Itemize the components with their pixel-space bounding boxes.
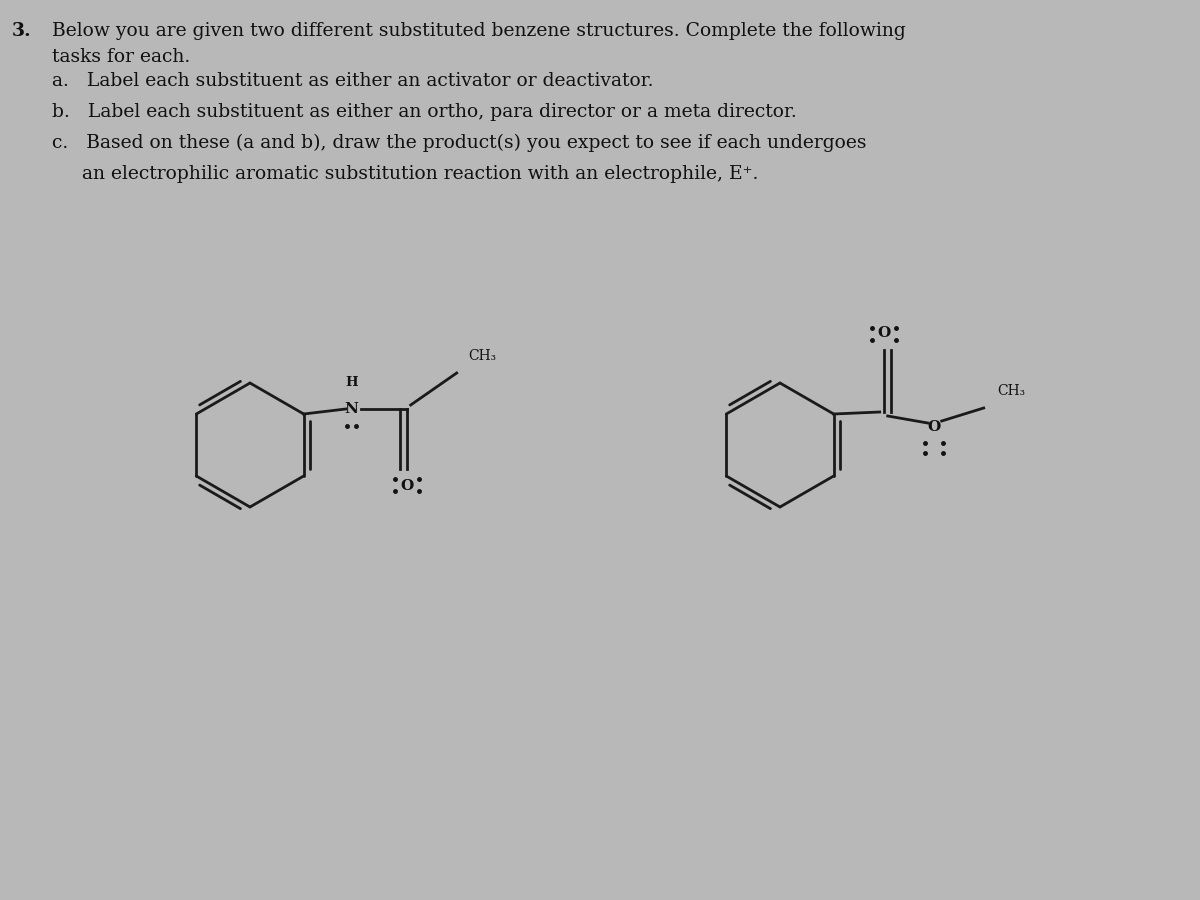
- Text: O: O: [400, 479, 413, 493]
- Text: an electrophilic aromatic substitution reaction with an electrophile, E⁺.: an electrophilic aromatic substitution r…: [52, 165, 758, 183]
- Text: b.   Label each substituent as either an ortho, para director or a meta director: b. Label each substituent as either an o…: [52, 103, 797, 121]
- Text: 3.: 3.: [12, 22, 31, 40]
- Text: Below you are given two different substituted benzene structures. Complete the f: Below you are given two different substi…: [52, 22, 906, 67]
- Text: O: O: [877, 326, 890, 340]
- Text: O: O: [928, 420, 941, 434]
- Text: CH₃: CH₃: [469, 349, 497, 363]
- Text: c.   Based on these (a and b), draw the product(s) you expect to see if each und: c. Based on these (a and b), draw the pr…: [52, 134, 866, 152]
- Text: H: H: [346, 376, 358, 389]
- Text: N: N: [344, 402, 359, 416]
- Text: CH₃: CH₃: [997, 384, 1026, 398]
- Text: a.   Label each substituent as either an activator or deactivator.: a. Label each substituent as either an a…: [52, 72, 654, 90]
